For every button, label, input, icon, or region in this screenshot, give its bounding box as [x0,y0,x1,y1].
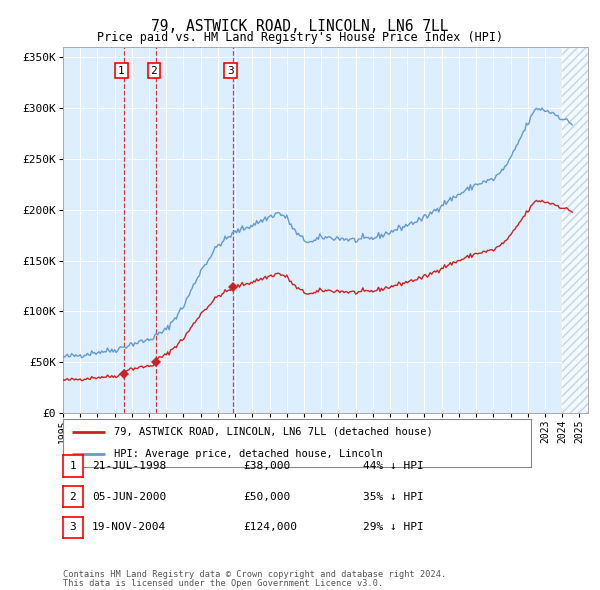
Bar [562,47,588,413]
Text: 3: 3 [227,65,234,76]
Text: 44% ↓ HPI: 44% ↓ HPI [363,461,424,471]
Text: HPI: Average price, detached house, Lincoln: HPI: Average price, detached house, Linc… [115,449,383,459]
Text: Contains HM Land Registry data © Crown copyright and database right 2024.: Contains HM Land Registry data © Crown c… [63,570,446,579]
Text: 2: 2 [70,492,76,502]
Text: 19-NOV-2004: 19-NOV-2004 [92,523,166,532]
Text: 21-JUL-1998: 21-JUL-1998 [92,461,166,471]
Text: 2: 2 [151,65,157,76]
Text: 1: 1 [70,461,76,471]
Text: 35% ↓ HPI: 35% ↓ HPI [363,492,424,502]
Text: This data is licensed under the Open Government Licence v3.0.: This data is licensed under the Open Gov… [63,579,383,588]
Text: 1: 1 [118,65,125,76]
Text: £124,000: £124,000 [243,523,297,532]
Text: 79, ASTWICK ROAD, LINCOLN, LN6 7LL: 79, ASTWICK ROAD, LINCOLN, LN6 7LL [151,19,449,34]
Text: 29% ↓ HPI: 29% ↓ HPI [363,523,424,532]
Text: Price paid vs. HM Land Registry's House Price Index (HPI): Price paid vs. HM Land Registry's House … [97,31,503,44]
Text: 79, ASTWICK ROAD, LINCOLN, LN6 7LL (detached house): 79, ASTWICK ROAD, LINCOLN, LN6 7LL (deta… [115,427,433,437]
Text: £38,000: £38,000 [243,461,290,471]
Text: 05-JUN-2000: 05-JUN-2000 [92,492,166,502]
Text: 3: 3 [70,523,76,532]
Text: £50,000: £50,000 [243,492,290,502]
